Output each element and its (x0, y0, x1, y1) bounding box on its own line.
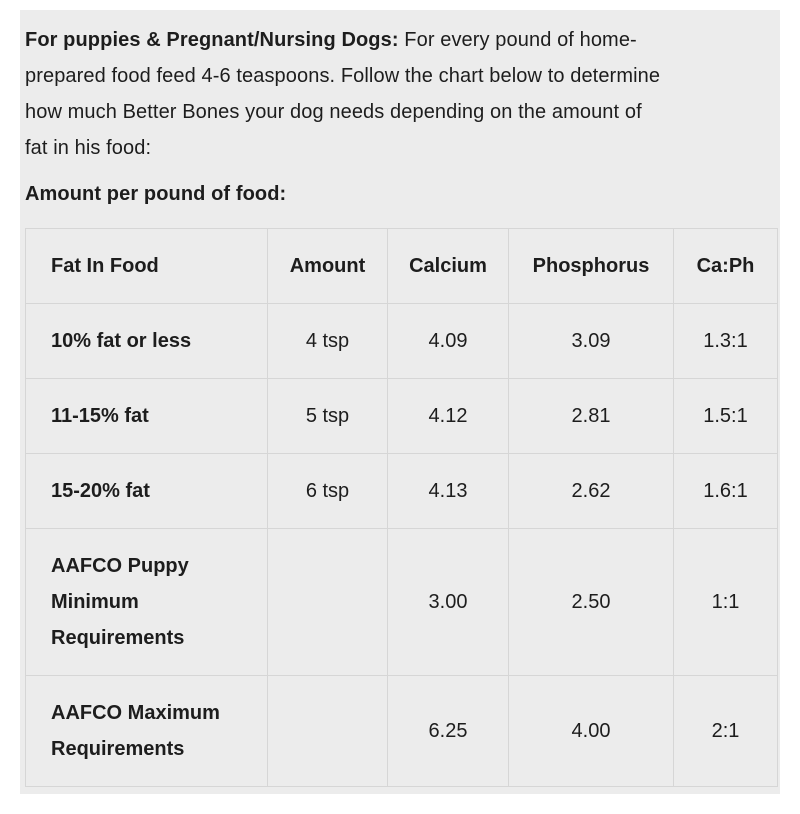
cell-calcium: 4.13 (387, 453, 509, 529)
cell-amount: 6 tsp (267, 453, 388, 529)
cell-amount: 5 tsp (267, 378, 388, 454)
table-row: 15-20% fat 6 tsp 4.13 2.62 1.6:1 (25, 453, 778, 529)
table-row: AAFCO Maximum Requirements 6.25 4.00 2:1 (25, 675, 778, 787)
column-header-amount: Amount (267, 228, 388, 304)
cell-phosphorus: 2.62 (508, 453, 674, 529)
cell-amount: 4 tsp (267, 303, 388, 379)
intro-bold-text: For puppies & Pregnant/Nursing Dogs: (25, 29, 399, 51)
cell-fat: 15-20% fat (25, 453, 268, 529)
cell-calcium: 4.09 (387, 303, 509, 379)
cell-ratio: 2:1 (673, 675, 778, 787)
table-row: 10% fat or less 4 tsp 4.09 3.09 1.3:1 (25, 303, 778, 379)
table-row: 11-15% fat 5 tsp 4.12 2.81 1.5:1 (25, 378, 778, 454)
cell-calcium: 4.12 (387, 378, 509, 454)
cell-fat: AAFCO Maximum Requirements (25, 675, 268, 787)
column-header-fat: Fat In Food (25, 228, 268, 304)
content-panel: For puppies & Pregnant/Nursing Dogs: For… (20, 10, 780, 794)
cell-amount (267, 528, 388, 676)
subheading: Amount per pound of food: (25, 183, 287, 205)
nutrition-table: Fat In Food Amount Calcium Phosphorus Ca… (25, 228, 778, 787)
cell-ratio: 1:1 (673, 528, 778, 676)
cell-fat: 11-15% fat (25, 378, 268, 454)
cell-amount (267, 675, 388, 787)
intro-text: prepared food feed 4-6 teaspoons. Follow… (25, 65, 661, 87)
cell-phosphorus: 2.81 (508, 378, 674, 454)
cell-fat: AAFCO Puppy Minimum Requirements (25, 528, 268, 676)
intro-line: fat in his food: (25, 130, 777, 166)
column-header-ratio: Ca:Ph (673, 228, 778, 304)
cell-fat: 10% fat or less (25, 303, 268, 379)
cell-phosphorus: 3.09 (508, 303, 674, 379)
intro-text: For every pound of home- (398, 29, 637, 51)
cell-calcium: 3.00 (387, 528, 509, 676)
table-row: AAFCO Puppy Minimum Requirements 3.00 2.… (25, 528, 778, 676)
table-header-row: Fat In Food Amount Calcium Phosphorus Ca… (25, 228, 778, 304)
cell-ratio: 1.3:1 (673, 303, 778, 379)
cell-phosphorus: 2.50 (508, 528, 674, 676)
intro-line: prepared food feed 4-6 teaspoons. Follow… (25, 58, 777, 94)
intro-text: fat in his food: (25, 137, 152, 159)
cell-ratio: 1.5:1 (673, 378, 778, 454)
intro-line: how much Better Bones your dog needs dep… (25, 94, 777, 130)
intro-line: For puppies & Pregnant/Nursing Dogs: For… (25, 22, 777, 58)
column-header-calcium: Calcium (387, 228, 509, 304)
cell-ratio: 1.6:1 (673, 453, 778, 529)
column-header-phosphorus: Phosphorus (508, 228, 674, 304)
cell-phosphorus: 4.00 (508, 675, 674, 787)
cell-calcium: 6.25 (387, 675, 509, 787)
intro-text: how much Better Bones your dog needs dep… (25, 101, 642, 123)
intro-paragraph: For puppies & Pregnant/Nursing Dogs: For… (25, 22, 777, 166)
